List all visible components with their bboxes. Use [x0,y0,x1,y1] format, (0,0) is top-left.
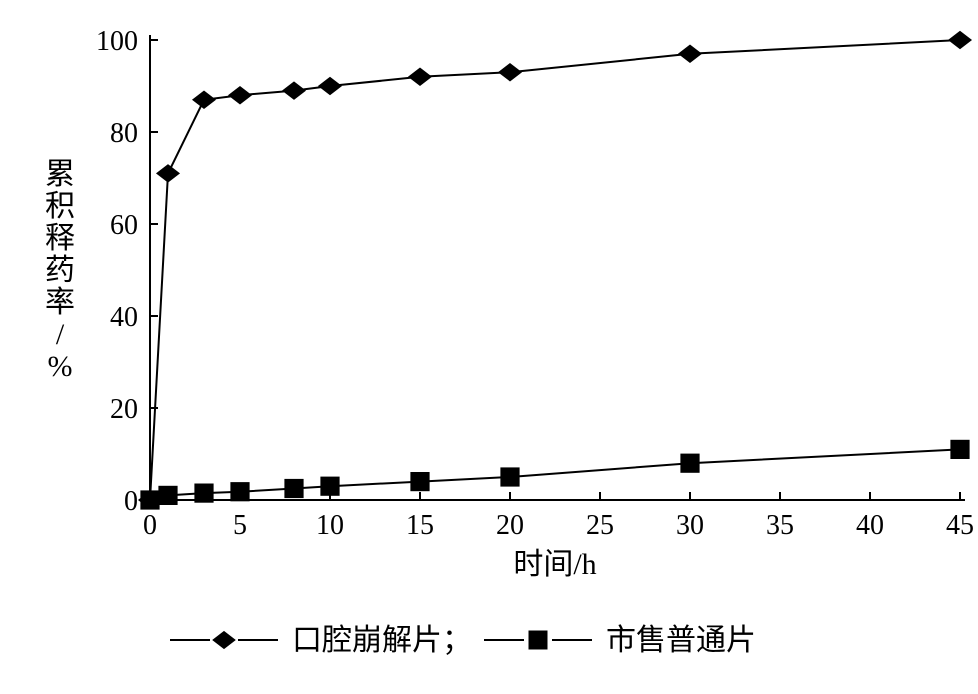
x-tick-label: 20 [496,510,524,541]
x-tick-label: 35 [766,510,794,541]
square-marker [951,440,969,458]
square-marker [501,468,519,486]
diamond-marker [499,64,521,81]
diamond-marker [157,165,179,182]
diamond-marker [229,87,251,104]
x-tick-label: 45 [946,510,974,541]
square-marker [141,491,159,509]
square-marker [285,479,303,497]
x-tick-label: 5 [233,510,247,541]
diamond-marker [193,91,215,108]
y-tick-label: 40 [110,302,138,333]
x-tick-label: 40 [856,510,884,541]
chart-svg: 0 5 10 15 20 25 30 35 40 45 0 20 40 60 80 100 时间/h 累积释药率/… [20,20,978,674]
y-tick-label: 20 [110,394,138,425]
x-tick-label: 0 [143,510,157,541]
x-tick-label: 25 [586,510,614,541]
x-tick-label: 10 [316,510,344,541]
series-line-1 [150,449,960,500]
diamond-marker [949,31,971,48]
series-line-0 [150,40,960,500]
square-marker [231,483,249,501]
diamond-marker [409,68,431,85]
square-marker [321,477,339,495]
y-tick-label: 100 [96,26,138,57]
y-tick-label: 0 [124,486,138,517]
chart-container: 0 5 10 15 20 25 30 35 40 45 0 20 40 60 80 100 时间/h 累积释药率/… [20,20,978,674]
square-marker [411,473,429,491]
square-marker [681,454,699,472]
y-axis-label: 累积释药率/% [45,158,75,383]
x-tick-label: 15 [406,510,434,541]
legend-label-1: 口腔崩解片； [292,624,472,657]
diamond-marker [283,82,305,99]
square-marker [159,486,177,504]
diamond-marker [319,77,341,94]
diamond-marker [679,45,701,62]
legend-label-2: 市售普通片 [606,624,756,657]
square-marker [195,484,213,502]
y-tick-label: 60 [110,210,138,241]
x-axis-label: 时间/h [513,548,596,581]
y-tick-label: 80 [110,118,138,149]
legend-square-icon [529,631,547,649]
x-tick-label: 30 [676,510,704,541]
legend-diamond-icon [213,632,235,649]
